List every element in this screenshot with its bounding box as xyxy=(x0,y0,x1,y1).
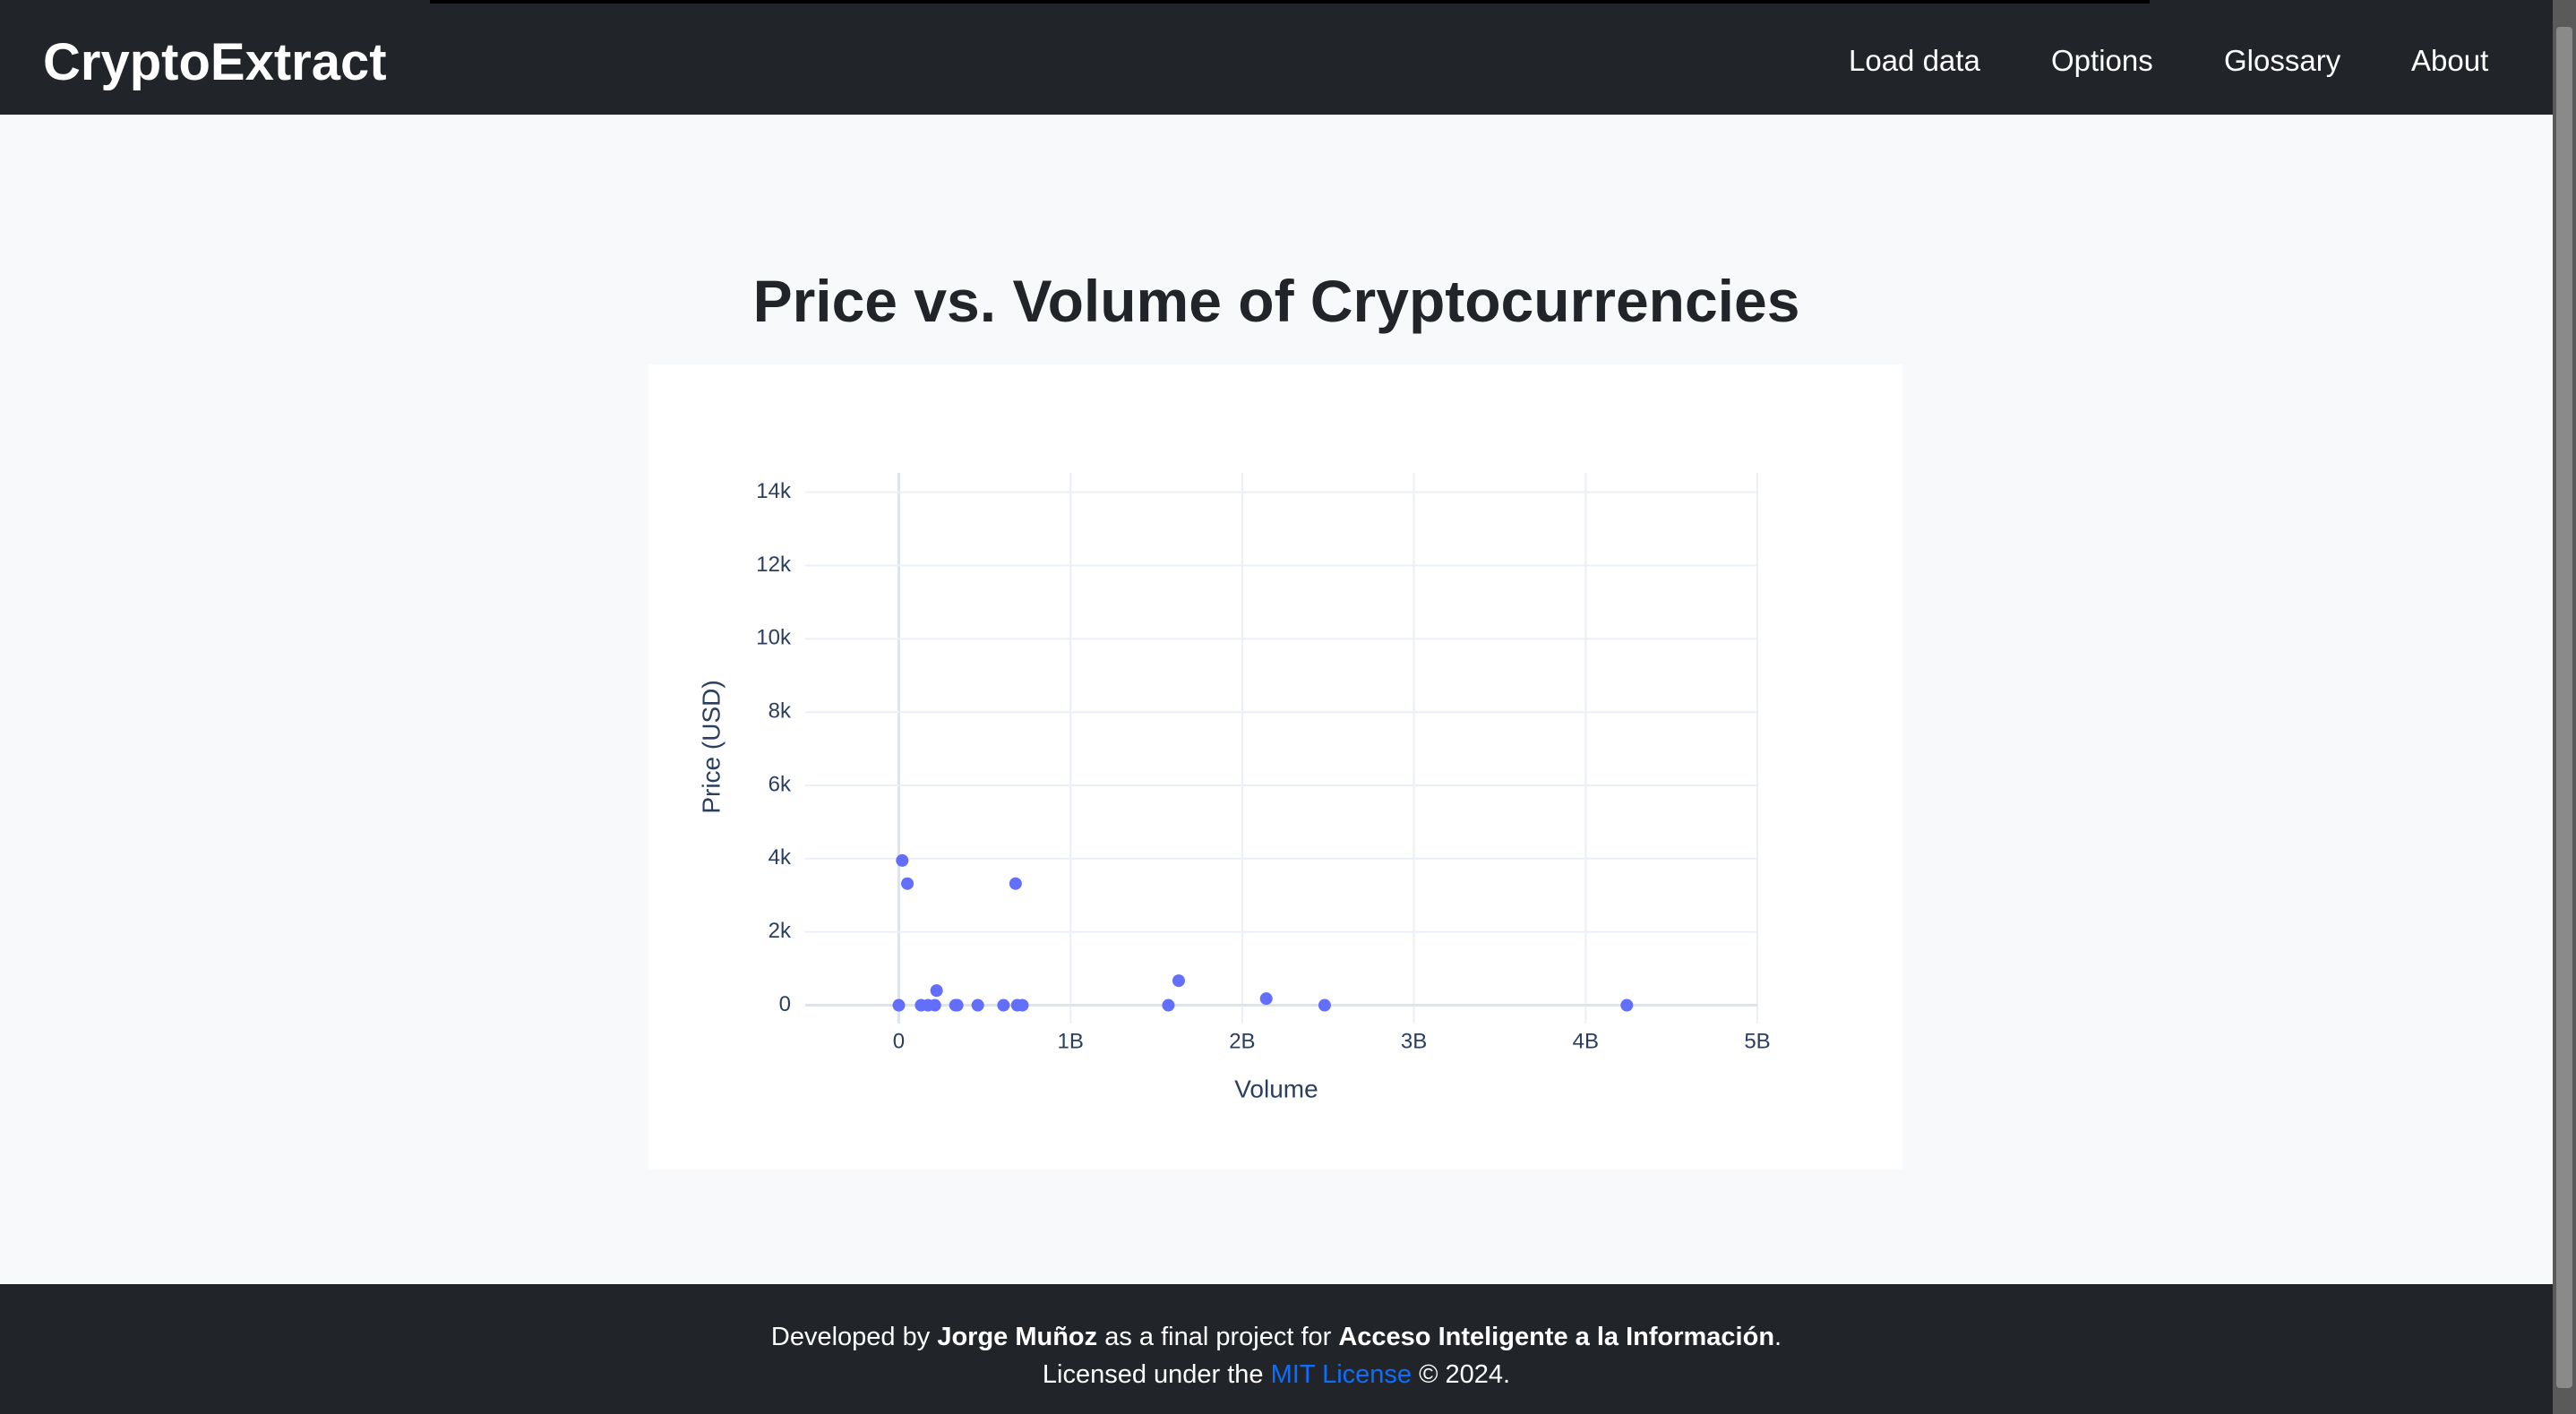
x-tick-label: 5B xyxy=(1744,1029,1770,1053)
nav-link[interactable]: Options xyxy=(2051,44,2153,77)
nav-link[interactable]: Glossary xyxy=(2224,44,2341,77)
y-tick-label: 12k xyxy=(756,553,792,577)
y-tick-label: 10k xyxy=(756,626,792,650)
point xyxy=(1162,998,1175,1012)
scrollbar[interactable] xyxy=(2553,0,2576,1414)
loading-bar xyxy=(430,0,2150,4)
text: . xyxy=(1774,1323,1782,1351)
point xyxy=(930,984,943,998)
point xyxy=(1620,998,1634,1012)
point xyxy=(1318,998,1331,1012)
y-axis-title: Price (USD) xyxy=(697,680,725,813)
course: Acceso Inteligente a la Información xyxy=(1338,1323,1775,1351)
text: © 2024. xyxy=(1412,1360,1511,1389)
text: Developed by xyxy=(770,1323,938,1351)
x-tick-label: 1B xyxy=(1058,1029,1084,1053)
license-link[interactable]: MIT License xyxy=(1270,1360,1413,1389)
x-tick-label: 0 xyxy=(893,1029,905,1053)
x-axis-title: Volume xyxy=(1234,1075,1318,1102)
point xyxy=(1016,998,1029,1012)
point xyxy=(928,998,941,1012)
point xyxy=(971,998,984,1012)
point xyxy=(997,998,1010,1012)
y-tick-label: 14k xyxy=(756,479,792,503)
point xyxy=(901,877,914,890)
point xyxy=(950,998,964,1012)
author: Jorge Muñoz xyxy=(937,1323,1098,1351)
x-tick-label: 4B xyxy=(1573,1029,1599,1053)
x-tick-label: 2B xyxy=(1229,1029,1255,1053)
brand[interactable]: CryptoExtract xyxy=(43,33,387,91)
y-tick-label: 4k xyxy=(769,845,792,870)
footer-line: Licensed under the MIT License © 2024. xyxy=(0,1357,2553,1393)
footer: Developed by Jorge Muñoz as a final proj… xyxy=(0,1284,2553,1414)
nav-link[interactable]: Load data xyxy=(1849,44,1980,77)
footer-line: Developed by Jorge Muñoz as a final proj… xyxy=(0,1319,2553,1355)
navbar: CryptoExtract Load data Options Glossary… xyxy=(0,0,2553,115)
point xyxy=(1259,992,1273,1006)
point xyxy=(1009,877,1022,890)
point xyxy=(1172,974,1185,988)
y-tick-label: 2k xyxy=(769,919,792,943)
chart-title: Price vs. Volume of Cryptocurrencies xyxy=(752,268,1800,334)
y-tick-label: 6k xyxy=(769,772,792,796)
nav-link[interactable]: About xyxy=(2411,44,2489,77)
chart-card: Volume Price (USD) 0 1B 2B 3B 4B 5B 0 2k 4k 6k 8k 1… xyxy=(648,364,1902,1170)
chart: Volume Price (USD) 0 1B 2B 3B 4B 5B 0 2k 4k 6k 8k 1… xyxy=(697,473,1771,1102)
text: as a final project for xyxy=(1097,1323,1339,1351)
y-tick-label: 0 xyxy=(779,992,791,1016)
x-tick-label: 3B xyxy=(1401,1029,1427,1053)
point xyxy=(896,853,909,867)
y-tick-label: 8k xyxy=(769,699,792,724)
text: Licensed under the xyxy=(1042,1360,1271,1389)
scroll-thumb[interactable] xyxy=(2556,27,2572,1388)
point xyxy=(892,998,906,1012)
